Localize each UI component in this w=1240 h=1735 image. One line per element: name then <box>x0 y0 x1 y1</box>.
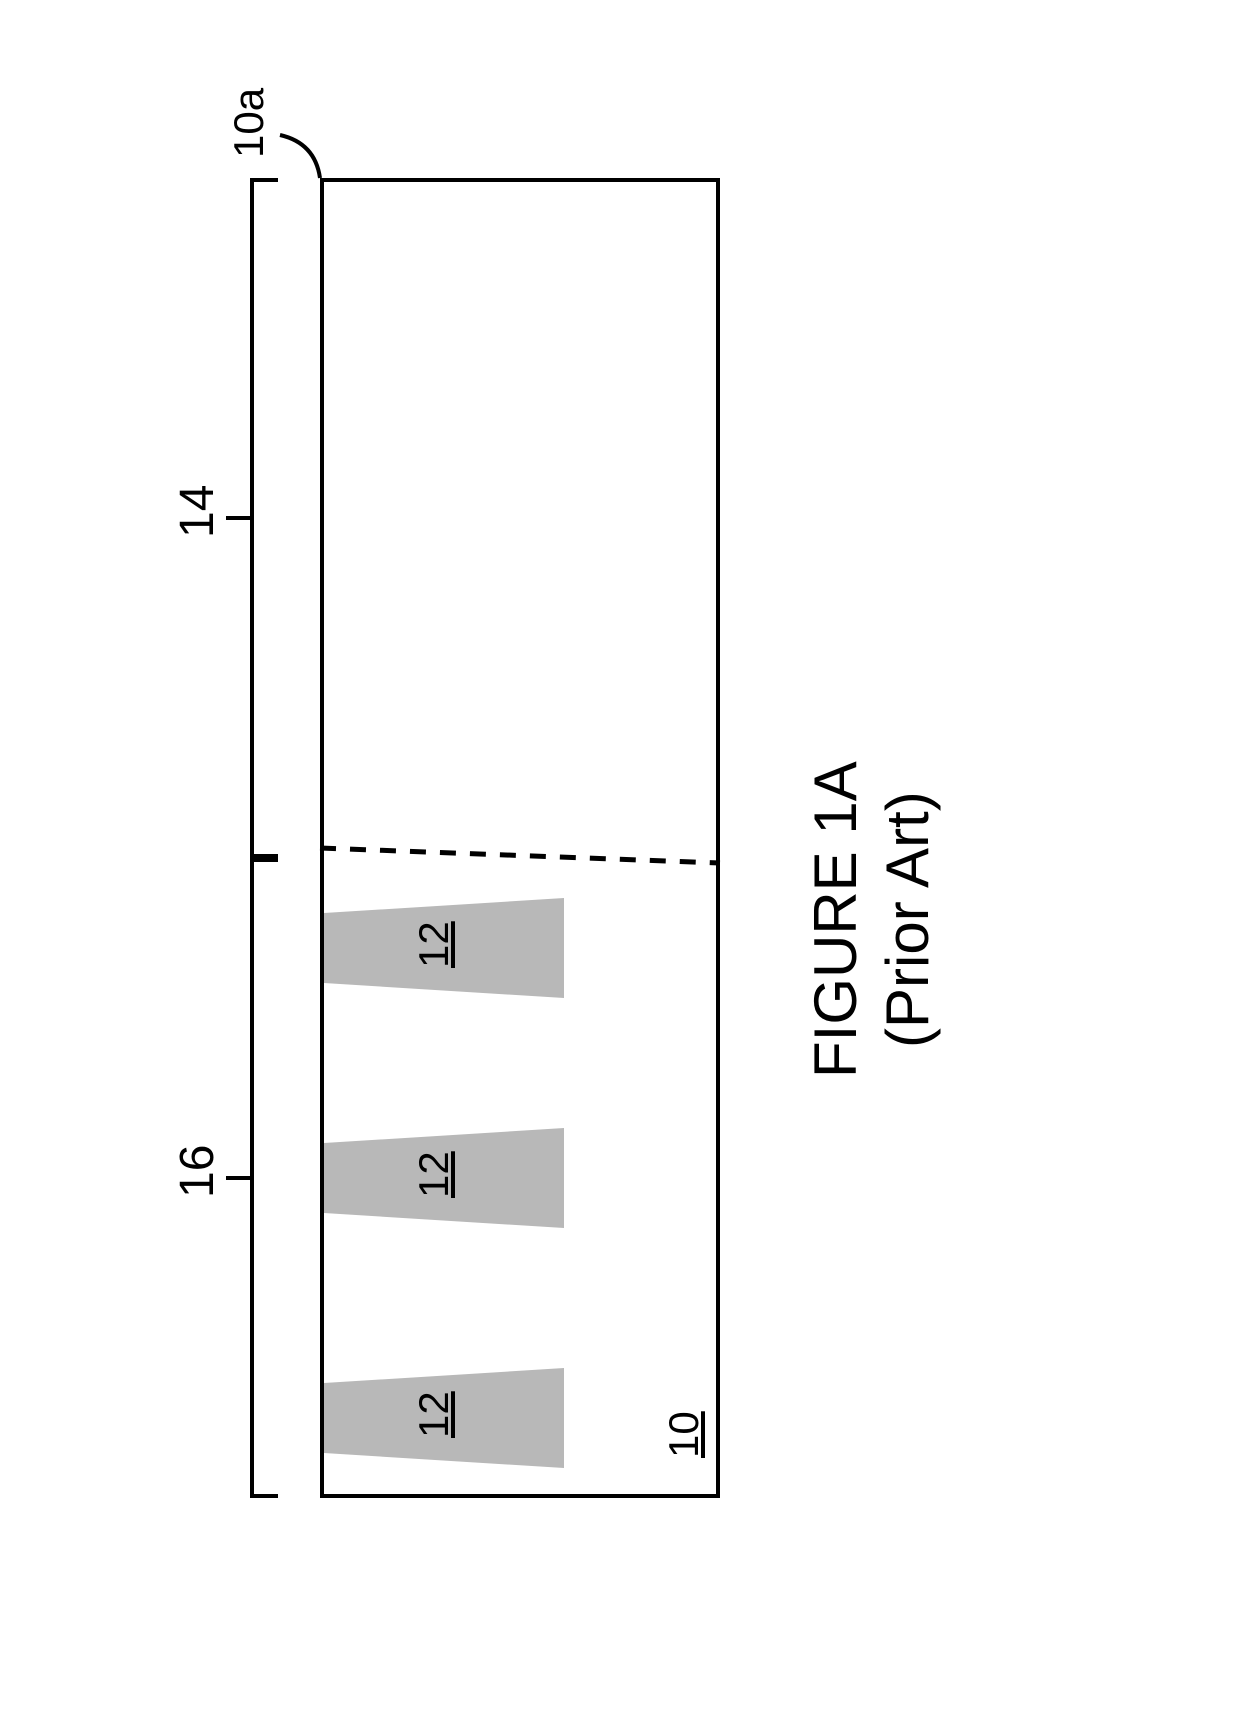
callout-10a <box>120 68 820 1618</box>
figure-title: FIGURE 1A (Prior Art) <box>800 761 944 1078</box>
figure-title-line2: (Prior Art) <box>872 761 944 1078</box>
drawing-area: 16 14 12 12 12 10 10a <box>120 118 1120 1618</box>
corner-label: 10a <box>225 87 273 157</box>
figure-title-line1: FIGURE 1A <box>800 761 872 1078</box>
diagram-container: 16 14 12 12 12 10 10a <box>120 118 1120 1618</box>
